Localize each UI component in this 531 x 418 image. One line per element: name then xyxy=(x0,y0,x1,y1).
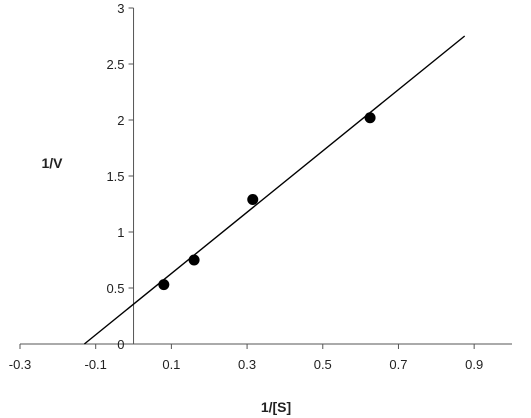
x-tick-label: 0.9 xyxy=(465,357,483,372)
data-points xyxy=(158,112,376,291)
y-tick-label: 3 xyxy=(117,1,124,16)
x-tick-label: -0.1 xyxy=(84,357,106,372)
plot-area: -0.3 -0.1 0.1 0.3 0.5 0.7 0.9 0 0.5 1 1.5 2 2.5 3 xyxy=(9,1,512,372)
regression-line xyxy=(83,35,466,345)
y-tick-label: 1 xyxy=(117,225,124,240)
x-tick-label: 0.3 xyxy=(238,357,256,372)
x-axis-ticks: -0.3 -0.1 0.1 0.3 0.5 0.7 0.9 xyxy=(9,344,483,372)
y-axis-ticks: 0 0.5 1 1.5 2 2.5 3 xyxy=(106,1,134,352)
x-tick-label: -0.3 xyxy=(9,357,31,372)
data-point xyxy=(247,194,259,206)
y-tick-label: 0.5 xyxy=(106,281,124,296)
y-tick-label: 0 xyxy=(117,337,124,352)
x-tick-label: 0.5 xyxy=(314,357,332,372)
y-tick-label: 1.5 xyxy=(106,169,124,184)
data-point xyxy=(188,254,200,266)
x-axis-title: 1/[S] xyxy=(261,399,291,415)
data-point xyxy=(158,279,170,291)
data-point xyxy=(364,112,376,124)
y-tick-label: 2.5 xyxy=(106,57,124,72)
y-axis-title: 1/V xyxy=(41,155,63,171)
x-tick-label: 0.1 xyxy=(162,357,180,372)
y-tick-label: 2 xyxy=(117,113,124,128)
x-tick-label: 0.7 xyxy=(389,357,407,372)
